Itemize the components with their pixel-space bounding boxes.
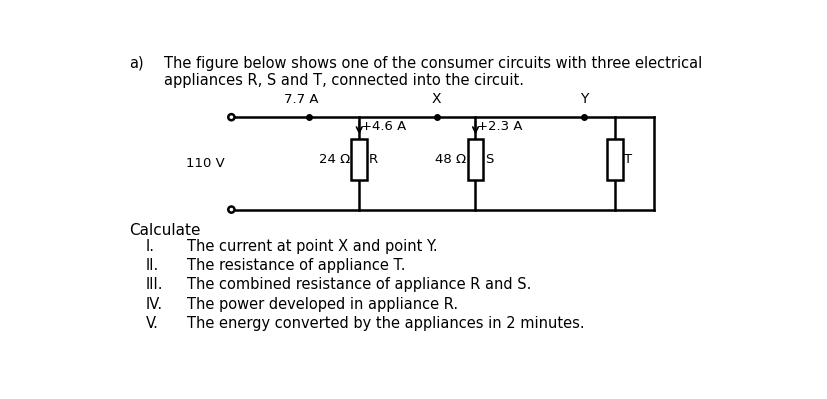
Text: III.: III. — [146, 277, 164, 292]
Text: Calculate: Calculate — [129, 223, 200, 239]
Text: a): a) — [129, 55, 144, 71]
Text: The combined resistance of appliance R and S.: The combined resistance of appliance R a… — [187, 277, 531, 292]
Text: 110 V: 110 V — [186, 157, 225, 170]
Text: IV.: IV. — [146, 296, 163, 312]
Text: The energy converted by the appliances in 2 minutes.: The energy converted by the appliances i… — [187, 316, 584, 331]
Text: S: S — [485, 153, 493, 166]
Text: R: R — [368, 153, 377, 166]
Text: X: X — [432, 93, 441, 107]
Text: +2.3 A: +2.3 A — [476, 120, 522, 133]
Text: V.: V. — [146, 316, 159, 331]
Text: Y: Y — [579, 93, 587, 107]
Text: T: T — [624, 153, 632, 166]
Text: The current at point X and point Y.: The current at point X and point Y. — [187, 239, 437, 254]
Text: The figure below shows one of the consumer circuits with three electrical
applia: The figure below shows one of the consum… — [164, 55, 701, 88]
Bar — [351, 139, 366, 180]
Text: The power developed in appliance R.: The power developed in appliance R. — [187, 296, 458, 312]
Bar — [467, 139, 483, 180]
Text: 48 Ω: 48 Ω — [434, 153, 466, 166]
Text: I.: I. — [146, 239, 155, 254]
Bar — [606, 139, 622, 180]
Text: The resistance of appliance T.: The resistance of appliance T. — [187, 258, 405, 273]
Text: 24 Ω: 24 Ω — [318, 153, 350, 166]
Text: +4.6 A: +4.6 A — [361, 120, 405, 133]
Circle shape — [228, 114, 234, 120]
Text: II.: II. — [146, 258, 159, 273]
Text: 7.7 A: 7.7 A — [284, 93, 318, 107]
Circle shape — [228, 207, 234, 213]
